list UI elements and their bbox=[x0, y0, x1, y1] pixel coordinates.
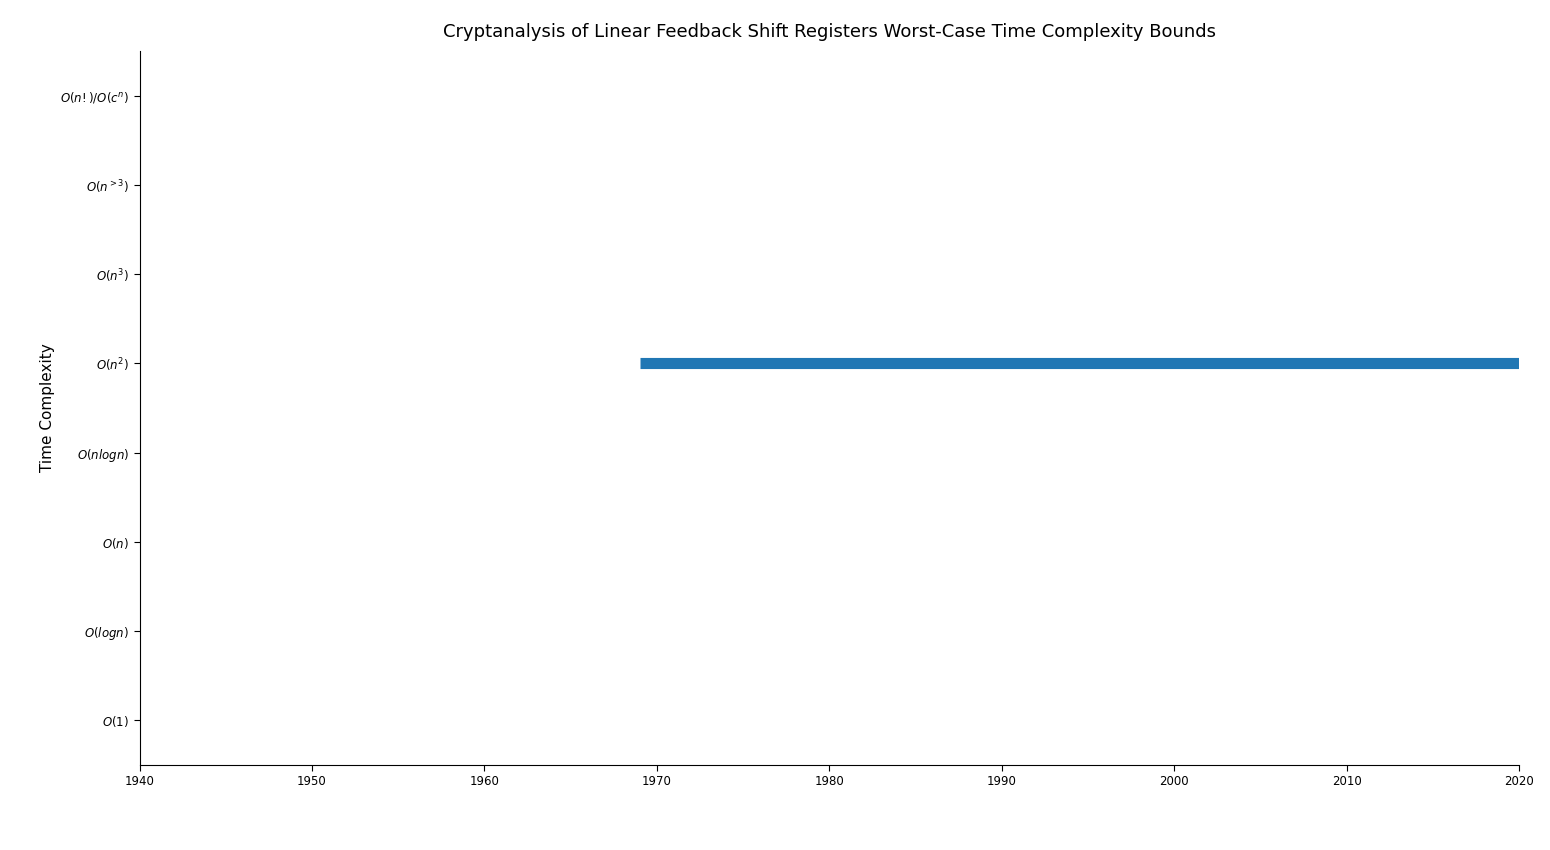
Y-axis label: Time Complexity: Time Complexity bbox=[40, 343, 54, 473]
Title: Cryptanalysis of Linear Feedback Shift Registers Worst-Case Time Complexity Boun: Cryptanalysis of Linear Feedback Shift R… bbox=[443, 23, 1215, 41]
